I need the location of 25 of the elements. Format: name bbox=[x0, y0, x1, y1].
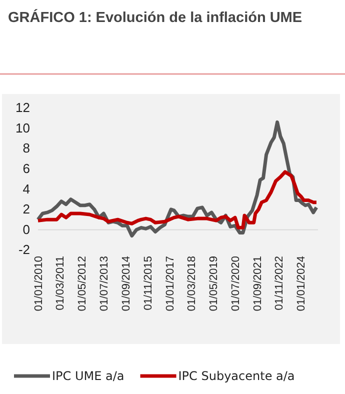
x-tick-label: 01/05/2012 bbox=[76, 256, 89, 312]
y-tick-label: -2 bbox=[18, 242, 30, 258]
x-tick-label: 01/03/2011 bbox=[54, 256, 67, 310]
y-tick-label: 10 bbox=[16, 120, 30, 136]
x-tick-label: 01/01/2024 bbox=[296, 256, 308, 312]
x-tick-label: 01/11/2015 bbox=[142, 256, 154, 310]
y-tick-label: 8 bbox=[22, 140, 30, 156]
legend-label: IPC UME a/a bbox=[52, 369, 124, 384]
y-tick-label: 2 bbox=[22, 202, 30, 217]
x-tick-label: 01/09/2014 bbox=[120, 256, 132, 312]
legend-label: IPC Subyacente a/a bbox=[178, 369, 295, 384]
x-tick-label: 01/03/2018 bbox=[186, 256, 198, 312]
x-tick-label: 01/01/2010 bbox=[32, 256, 45, 312]
x-tick-label: 01/07/2013 bbox=[98, 256, 110, 312]
x-tick-label: 01/05/2019 bbox=[208, 256, 220, 312]
y-tick-label: 0 bbox=[22, 222, 30, 237]
x-tick-label: 01/01/2017 bbox=[164, 256, 176, 312]
x-tick-label: 01/11/2022 bbox=[274, 256, 286, 310]
x-tick-label: 01/07/2020 bbox=[230, 256, 242, 312]
chart-title: GRÁFICO 1: Evolución de la inflación UME bbox=[8, 9, 302, 26]
y-tick-label: 6 bbox=[22, 161, 30, 176]
x-tick-label: 01/09/2021 bbox=[252, 256, 264, 312]
line-series bbox=[36, 170, 318, 230]
y-tick-label: 4 bbox=[22, 181, 30, 196]
y-tick-label: 12 bbox=[16, 100, 30, 116]
